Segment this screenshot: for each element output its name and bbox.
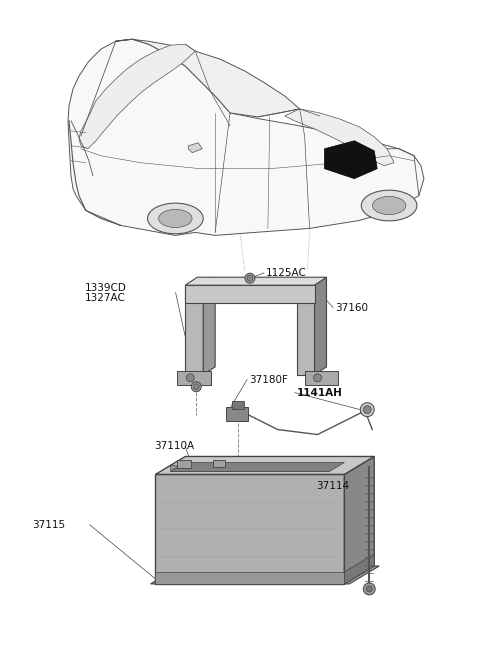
Text: 37110A: 37110A — [154, 442, 194, 451]
Circle shape — [313, 374, 322, 382]
Polygon shape — [344, 554, 374, 584]
Circle shape — [245, 273, 255, 283]
Bar — [232, 401, 244, 409]
Polygon shape — [170, 465, 329, 471]
Text: 37180F: 37180F — [250, 374, 288, 384]
Bar — [213, 461, 225, 467]
Text: 37115: 37115 — [33, 520, 66, 530]
Polygon shape — [285, 109, 394, 166]
Text: 37114: 37114 — [316, 480, 349, 491]
Polygon shape — [297, 285, 314, 374]
Polygon shape — [188, 143, 202, 152]
Polygon shape — [344, 457, 374, 584]
Polygon shape — [170, 463, 344, 471]
Polygon shape — [305, 371, 338, 385]
Circle shape — [363, 405, 371, 414]
Polygon shape — [185, 285, 314, 303]
Polygon shape — [156, 457, 374, 474]
Polygon shape — [185, 285, 203, 374]
Polygon shape — [151, 566, 379, 584]
Ellipse shape — [372, 196, 406, 215]
Text: 1327AC: 1327AC — [85, 293, 126, 303]
Polygon shape — [185, 277, 326, 285]
Circle shape — [247, 275, 253, 281]
Bar — [156, 572, 344, 584]
Ellipse shape — [159, 210, 192, 227]
Ellipse shape — [147, 203, 203, 234]
Polygon shape — [79, 44, 195, 148]
Polygon shape — [324, 141, 377, 179]
Circle shape — [192, 382, 201, 392]
Circle shape — [360, 403, 374, 417]
Text: 1141AH: 1141AH — [297, 388, 343, 397]
Polygon shape — [156, 474, 344, 584]
Polygon shape — [203, 277, 215, 374]
Polygon shape — [68, 39, 424, 235]
Text: 1339CD: 1339CD — [85, 283, 127, 293]
Polygon shape — [178, 371, 211, 385]
Circle shape — [186, 374, 194, 382]
Ellipse shape — [361, 190, 417, 221]
Circle shape — [193, 384, 199, 390]
Bar — [226, 407, 248, 420]
Circle shape — [363, 583, 375, 595]
Text: 37160: 37160 — [336, 303, 369, 313]
Bar — [178, 461, 192, 468]
Text: 1125AC: 1125AC — [266, 268, 307, 278]
Circle shape — [366, 586, 372, 592]
Polygon shape — [314, 277, 326, 374]
Polygon shape — [116, 39, 300, 117]
